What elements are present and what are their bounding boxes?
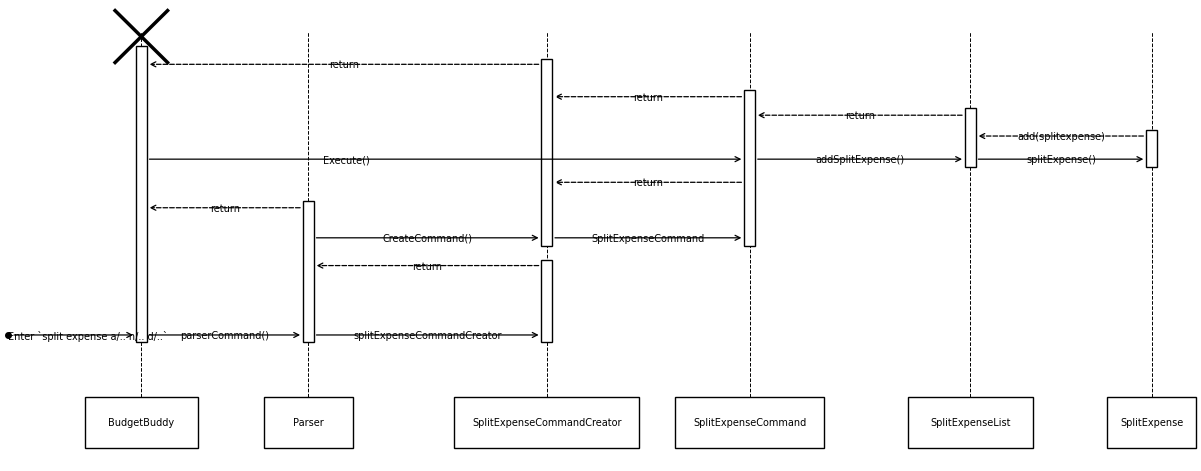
Text: SplitExpense: SplitExpense <box>1119 418 1183 428</box>
Bar <box>542 59 552 246</box>
Text: CreateCommand(): CreateCommand() <box>383 234 472 244</box>
Text: addSplitExpense(): addSplitExpense() <box>815 155 904 165</box>
Bar <box>542 260 552 342</box>
Text: Execute(): Execute() <box>323 155 370 165</box>
Text: return: return <box>633 179 663 188</box>
Text: splitExpenseCommandCreator: splitExpenseCommandCreator <box>353 331 502 341</box>
Bar <box>1146 130 1157 167</box>
Text: return: return <box>846 111 874 121</box>
Bar <box>263 398 353 448</box>
Bar <box>964 108 975 167</box>
Text: return: return <box>633 93 663 103</box>
Text: return: return <box>413 261 442 272</box>
Bar <box>675 398 824 448</box>
Bar <box>454 398 639 448</box>
Text: SplitExpenseList: SplitExpenseList <box>930 418 1010 428</box>
Text: SplitExpenseCommand: SplitExpenseCommand <box>592 234 705 244</box>
Bar <box>1107 398 1196 448</box>
Bar <box>85 398 198 448</box>
Text: SplitExpenseCommand: SplitExpenseCommand <box>693 418 806 428</box>
Bar <box>745 90 755 246</box>
Text: Enter `split expense a/.. n/.. d/..`: Enter `split expense a/.. n/.. d/..` <box>7 331 167 342</box>
Bar <box>303 201 313 342</box>
Text: splitExpense(): splitExpense() <box>1026 155 1095 165</box>
Text: SplitExpenseCommandCreator: SplitExpenseCommandCreator <box>472 418 622 428</box>
Text: BudgetBuddy: BudgetBuddy <box>108 418 174 428</box>
Text: Parser: Parser <box>293 418 324 428</box>
Text: return: return <box>329 60 359 70</box>
Bar <box>908 398 1033 448</box>
Text: return: return <box>210 204 240 214</box>
Text: add(splitexpense): add(splitexpense) <box>1017 132 1105 142</box>
Text: parserCommand(): parserCommand() <box>180 331 269 341</box>
Bar <box>136 46 147 342</box>
